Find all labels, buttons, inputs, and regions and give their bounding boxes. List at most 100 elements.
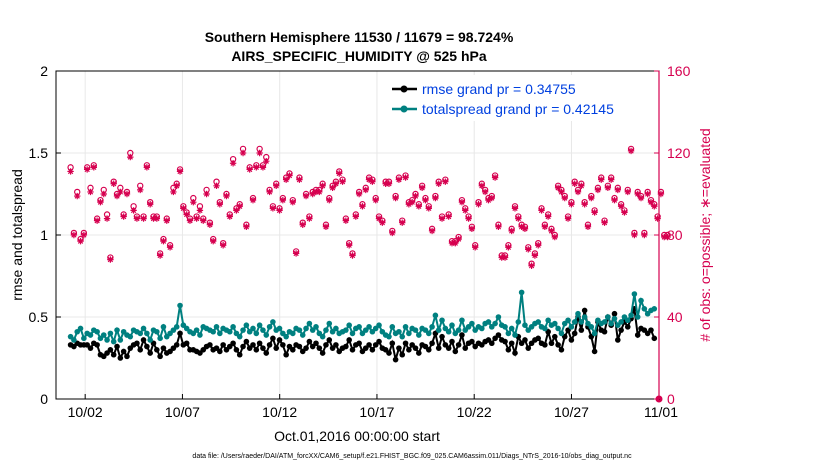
obs-evaluated-marker: [143, 164, 151, 171]
totalspread-point: [263, 332, 270, 338]
obs-evaluated-marker: [488, 194, 495, 202]
obs-evaluated-marker: [216, 201, 224, 208]
obs-evaluated-marker: [93, 217, 101, 224]
rmse-point: [581, 307, 588, 314]
rmse-point: [392, 356, 399, 363]
obs-evaluated-marker: [209, 237, 217, 245]
obs-evaluated-marker: [634, 190, 641, 198]
obs-evaluated-marker: [541, 223, 549, 230]
rmse-point: [389, 340, 396, 347]
rmse-point: [110, 351, 117, 358]
obs-evaluated-marker: [226, 213, 233, 220]
rmse-point: [399, 351, 406, 358]
obs-evaluated-marker: [80, 231, 88, 239]
rmse-point: [396, 345, 402, 351]
x-tick-label: 10/22: [457, 404, 492, 420]
totalspread-point: [283, 333, 289, 340]
obs-markers: [67, 145, 671, 403]
obs-evaluated-marker: [117, 188, 124, 196]
obs-evaluated-marker: [113, 192, 121, 200]
totalspread-point: [256, 322, 263, 329]
obs-evaluated-marker: [405, 201, 413, 208]
x-tick-label: 10/02: [68, 404, 103, 420]
legend-spread-label: totalspread grand pr = 0.42145: [422, 101, 614, 117]
obs-evaluated-marker: [495, 223, 502, 230]
obs-evaluated-marker: [508, 227, 515, 235]
totalspread-point: [266, 324, 273, 330]
obs-evaluated-marker: [372, 196, 379, 204]
chart-subtitle: AIRS_SPECIFIC_HUMIDITY @ 525 hPa: [231, 48, 487, 64]
obs-evaluated-marker: [664, 233, 671, 241]
totalspread-point: [581, 314, 588, 320]
obs-evaluated-marker: [233, 207, 240, 214]
obs-evaluated-marker: [180, 205, 187, 212]
obs-evaluated-marker: [598, 176, 605, 183]
rmse-point: [243, 338, 250, 345]
obs-evaluated-marker: [641, 231, 648, 239]
totalspread-point: [160, 324, 167, 330]
rmse-point: [369, 347, 376, 353]
totalspread-point: [611, 315, 618, 322]
totalspread-point: [624, 317, 631, 324]
legend-spread-marker: [400, 105, 408, 113]
obs-evaluated-marker: [574, 188, 582, 196]
rmse-point: [253, 347, 260, 353]
obs-evaluated-marker: [133, 215, 141, 222]
totalspread-point: [77, 325, 84, 332]
obs-evaluated-marker: [246, 166, 253, 173]
totalspread-point: [260, 327, 266, 333]
rmse-point: [459, 332, 465, 338]
y-tick-label-right: 80: [667, 227, 683, 243]
totalspread-point: [356, 324, 362, 330]
obs-evaluated-marker: [345, 242, 353, 249]
totalspread-point: [313, 324, 319, 330]
totalspread-point: [565, 317, 571, 324]
rmse-point: [555, 342, 561, 348]
obs-evaluated-marker: [438, 215, 446, 222]
obs-evaluated-marker: [243, 223, 250, 230]
rmse-point: [611, 310, 618, 317]
obs-evaluated-marker: [103, 215, 111, 222]
obs-evaluated-marker: [107, 256, 114, 263]
y-tick-label-right: 120: [667, 145, 691, 161]
rmse-point: [343, 343, 349, 350]
rmse-point: [266, 342, 273, 348]
rmse-point: [356, 340, 362, 347]
obs-evaluated-marker: [531, 252, 539, 259]
rmse-point: [270, 335, 276, 342]
obs-evaluated-marker: [511, 205, 519, 212]
chart-title: Southern Hemisphere 11530 / 11679 = 98.7…: [205, 29, 514, 45]
obs-evaluated-marker: [558, 188, 565, 196]
totalspread-point: [137, 330, 144, 337]
totalspread-point: [512, 332, 518, 338]
obs-evaluated-marker: [621, 209, 628, 216]
totalspread-point: [326, 320, 333, 327]
obs-evaluated-marker: [276, 207, 283, 214]
x-tick-label: 10/12: [262, 404, 297, 420]
rmse-point: [233, 347, 240, 353]
totalspread-point: [87, 332, 94, 338]
obs-evaluated-marker: [266, 188, 273, 196]
rmse-point: [280, 342, 286, 348]
totalspread-point: [588, 324, 595, 330]
y-tick-label-left: 1: [40, 227, 48, 243]
obs-evaluated-marker: [322, 223, 330, 230]
totalspread-point: [240, 327, 246, 333]
rmse-point: [160, 345, 167, 351]
rmse-point: [230, 340, 236, 347]
totalspread-point: [94, 328, 100, 335]
rmse-point: [648, 327, 654, 333]
obs-evaluated-marker: [548, 227, 555, 235]
totalspread-point: [193, 327, 200, 333]
totalspread-point: [386, 333, 392, 340]
rmse-point: [601, 328, 608, 335]
totalspread-point: [333, 325, 339, 332]
obs-evaluated-marker: [382, 180, 389, 187]
rmse-point: [114, 343, 120, 350]
x-tick-label: 10/27: [554, 404, 589, 420]
totalspread-point: [449, 322, 455, 329]
y-tick-label-left: 1.5: [29, 145, 49, 161]
totalspread-point: [608, 320, 614, 327]
rmse-point: [207, 342, 213, 348]
totalspread-point: [319, 333, 326, 340]
